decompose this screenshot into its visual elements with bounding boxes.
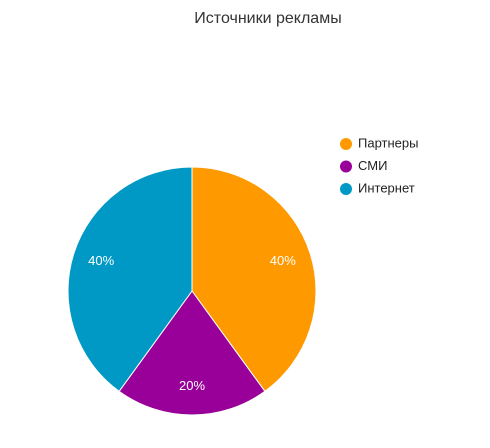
legend-label: СМИ — [358, 158, 387, 173]
pie-slice — [118, 290, 266, 416]
legend-label: Интернет — [358, 180, 415, 195]
chart-title: Источники рекламы — [194, 10, 341, 27]
legend-label: Партнеры — [358, 135, 418, 150]
pie-slice — [191, 166, 317, 393]
legend-marker — [340, 138, 352, 150]
value-label: 20% — [179, 378, 205, 393]
value-label: 40% — [88, 253, 114, 268]
legend-marker — [340, 183, 352, 195]
value-label: 40% — [270, 253, 296, 268]
pie-slice — [67, 166, 193, 393]
legend-marker — [340, 160, 352, 173]
